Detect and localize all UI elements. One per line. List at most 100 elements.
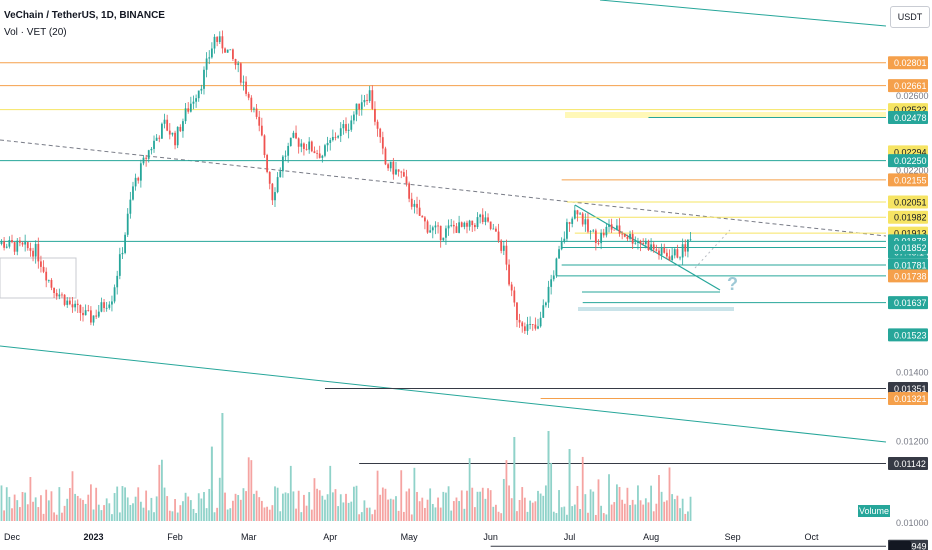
volume-bar xyxy=(205,508,208,521)
volume-bar xyxy=(531,502,534,521)
price-label: 0.01142 xyxy=(894,459,926,469)
volume-bar xyxy=(105,498,108,521)
volume-bar xyxy=(66,498,69,521)
price-label-box xyxy=(888,210,928,224)
volume-bar xyxy=(3,510,6,521)
candle-body xyxy=(579,213,581,215)
volume-bar xyxy=(26,504,29,521)
volume-bar xyxy=(492,506,495,521)
volume-bar xyxy=(387,499,389,521)
volume-bar xyxy=(76,495,79,521)
candle-body xyxy=(305,148,308,150)
candle-body xyxy=(550,279,553,287)
candle-body xyxy=(271,183,274,201)
candle-body xyxy=(400,171,403,173)
candle-body xyxy=(689,239,692,241)
x-tick-label: 2023 xyxy=(84,532,104,542)
price-label-box xyxy=(888,381,928,395)
candle-body xyxy=(337,136,340,138)
candle-body xyxy=(84,310,87,316)
candle-body xyxy=(631,234,634,244)
candle-body xyxy=(552,275,555,280)
candle-body xyxy=(426,221,429,233)
candle-body xyxy=(268,171,271,184)
candle-body xyxy=(292,132,295,138)
candle-body xyxy=(526,324,529,331)
price-label: 0.01738 xyxy=(894,271,927,281)
candle-body xyxy=(218,36,221,42)
candle-body xyxy=(287,145,290,156)
volume-bar xyxy=(224,492,226,521)
volume-bar xyxy=(400,470,403,521)
candle-body xyxy=(318,153,321,158)
candle-body xyxy=(616,225,618,230)
volume-bar xyxy=(584,494,587,521)
candle-body xyxy=(508,264,510,285)
volume-bar xyxy=(197,493,200,521)
price-label-box xyxy=(888,457,928,471)
volume-bar xyxy=(5,487,8,521)
candle-body xyxy=(226,49,229,53)
candle-body xyxy=(26,242,29,249)
volume-bar xyxy=(487,488,489,521)
volume-bar xyxy=(37,507,40,521)
candle-body xyxy=(363,99,366,103)
volume-bar xyxy=(521,487,524,521)
currency-button[interactable]: USDT xyxy=(890,6,930,28)
volume-bar xyxy=(113,493,116,521)
volume-bar xyxy=(337,506,340,521)
candle-body xyxy=(626,236,629,239)
candle-body xyxy=(208,57,211,59)
candle-body xyxy=(297,138,300,147)
volume-spike-bar xyxy=(513,437,516,521)
candle-body xyxy=(445,228,447,238)
candle-body xyxy=(523,326,526,331)
volume-bar xyxy=(111,514,113,521)
candle-body xyxy=(197,90,200,99)
candle-body xyxy=(460,222,463,227)
x-tick-label: Jul xyxy=(564,532,576,542)
candle-body xyxy=(150,148,153,151)
volume-bar xyxy=(502,478,505,521)
volume-bar xyxy=(452,501,455,521)
price-label: 0.02250 xyxy=(894,156,927,166)
candle-body xyxy=(542,305,545,318)
volume-bar xyxy=(166,496,169,521)
candle-body xyxy=(245,81,247,94)
candle-body xyxy=(300,143,303,147)
volume-bar xyxy=(395,496,397,521)
volume-bar xyxy=(124,487,126,521)
candle-body xyxy=(0,241,3,244)
candle-body xyxy=(284,155,287,157)
volume-bar xyxy=(658,475,660,521)
candle-body xyxy=(258,116,261,126)
volume-bar xyxy=(87,494,90,521)
candle-body xyxy=(76,303,79,305)
candle-body xyxy=(658,250,660,255)
volume-bar xyxy=(416,491,418,521)
volume-bar xyxy=(558,490,560,521)
volume-bar xyxy=(168,510,171,521)
price-label: 0.01781 xyxy=(894,261,927,271)
candle-body xyxy=(203,69,205,89)
candle-body xyxy=(594,230,597,244)
tradingview-logo-icon xyxy=(889,541,911,550)
price-label: 0.02051 xyxy=(894,197,927,207)
volume-bar xyxy=(676,495,679,521)
volume-bar xyxy=(129,504,132,521)
volume-bar xyxy=(681,498,684,521)
candle-body xyxy=(353,114,355,121)
volume-bar xyxy=(537,490,539,521)
volume-bar xyxy=(8,496,11,521)
candle-body xyxy=(555,258,558,276)
candle-body xyxy=(497,231,500,241)
candle-body xyxy=(79,304,82,313)
volume-bar xyxy=(563,506,566,521)
volume-bar xyxy=(284,492,287,521)
volume-bar xyxy=(268,509,271,521)
volume-bar xyxy=(108,503,111,521)
volume-bar xyxy=(473,507,476,521)
candle-body xyxy=(650,244,652,251)
candle-body xyxy=(92,315,95,323)
